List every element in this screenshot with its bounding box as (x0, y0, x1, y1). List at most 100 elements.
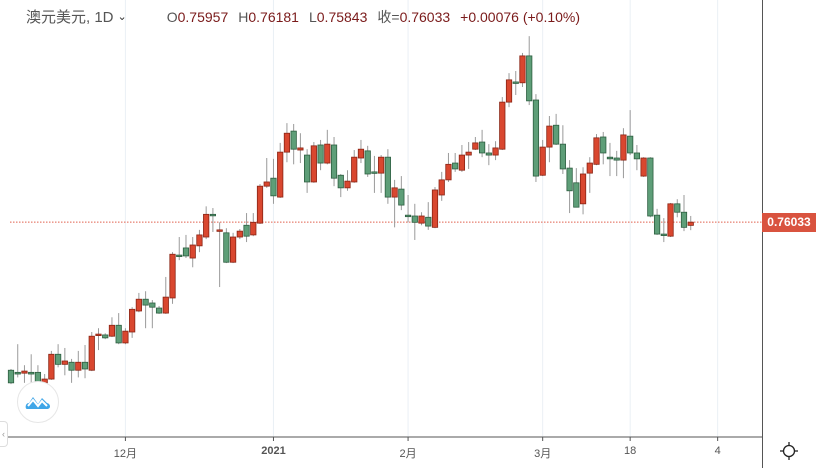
candle-up (189, 244, 196, 259)
ohlc-low: L0.75843 (308, 8, 368, 25)
candle-up (539, 146, 546, 176)
legend-header: 澳元美元, 1D ⌄ O0.75957 H0.76181 L0.75843 收=… (26, 6, 580, 27)
candle-up (135, 298, 142, 312)
candle-up (108, 324, 116, 337)
candle-down (55, 353, 62, 365)
x-tick-label: 2月 (399, 448, 417, 460)
candle-up (418, 215, 425, 224)
candle-up (431, 189, 439, 228)
candle-down (14, 371, 21, 375)
tradingview-logo-button[interactable] (17, 381, 59, 423)
candle-down (209, 213, 216, 217)
chevron-down-icon[interactable]: ⌄ (117, 11, 127, 23)
x-tick-label: 12月 (113, 448, 138, 460)
candle-up (129, 308, 136, 333)
x-tick-label: 3月 (534, 448, 552, 460)
candle-down (337, 174, 344, 189)
candle-up (667, 203, 674, 237)
candle-down (559, 143, 566, 170)
candle-up (88, 335, 95, 371)
candle-down (243, 224, 250, 237)
candle-up (492, 147, 499, 156)
candle-down (647, 157, 654, 217)
candle-down (398, 188, 405, 206)
candle-down (566, 167, 573, 192)
candle-up (391, 187, 398, 198)
candle-up (357, 148, 365, 159)
collapse-panel-button[interactable]: ‹ (0, 421, 8, 447)
x-tick-label: 2021 (261, 445, 286, 457)
candle-up (310, 145, 317, 183)
candle-down (653, 214, 661, 235)
candle-up (465, 151, 472, 156)
candle-up (277, 151, 284, 198)
candle-down (149, 302, 156, 308)
candle-up (122, 330, 129, 344)
candle-down (28, 371, 35, 375)
candle-down (270, 177, 277, 197)
candle-down (81, 361, 89, 370)
candle-up (620, 134, 627, 161)
candle-up (586, 162, 593, 174)
candle-down (364, 150, 371, 175)
candle-up (61, 360, 68, 365)
candle-down (384, 156, 391, 198)
settings-gear-icon[interactable] (779, 441, 799, 461)
candle-down (142, 298, 149, 306)
candle-down (404, 214, 412, 218)
candle-up (499, 101, 506, 150)
candle-up (297, 147, 304, 151)
candle-up (162, 296, 169, 314)
candle-down (317, 144, 324, 164)
candle-up (344, 180, 351, 189)
candle-up (640, 157, 647, 177)
candle-down (613, 157, 620, 161)
candle-down (674, 203, 681, 213)
candle-down (627, 135, 634, 154)
candle-up (505, 79, 513, 103)
x-tick-label: 4 (714, 445, 721, 457)
candle-up (438, 179, 445, 196)
candle-up (324, 143, 331, 164)
candle-down (176, 254, 183, 257)
candle-up (256, 185, 264, 224)
candle-up (48, 353, 55, 380)
ohlc-high: H0.76181 (238, 8, 299, 25)
candle-down (290, 130, 297, 150)
candle-down (102, 334, 109, 339)
candle-down (553, 124, 560, 145)
symbol-title[interactable]: 澳元美元, 1D (26, 9, 114, 26)
candle-up (687, 221, 694, 226)
candle-up (458, 154, 466, 171)
ohlc-open: O0.75957 (166, 8, 229, 25)
candle-down (526, 55, 533, 102)
candle-up (263, 181, 270, 187)
candle-down (411, 215, 418, 223)
candle-up (95, 333, 102, 336)
candle-down (573, 182, 580, 208)
candle-up (579, 173, 587, 205)
candle-down (7, 369, 15, 384)
last-price-tag: 0.76033 (762, 213, 816, 232)
candle-up (378, 156, 385, 174)
candle-up (283, 132, 291, 153)
candle-down (155, 307, 163, 314)
candle-down (330, 144, 338, 179)
candle-down (223, 232, 230, 263)
candle-down (182, 247, 190, 257)
candle-down (371, 171, 378, 174)
candle-up (351, 156, 358, 183)
candle-down (680, 211, 688, 228)
candle-down (425, 216, 432, 227)
candle-up (546, 125, 553, 148)
candle-down (485, 152, 492, 156)
ohlc-close: 收=0.76033 (377, 8, 451, 25)
candle-up (203, 213, 210, 238)
candle-up (519, 55, 526, 84)
price-change: +0.00076 (+0.10%) (460, 8, 581, 25)
x-tick-label: 18 (624, 445, 637, 457)
candle-up (250, 221, 257, 236)
candle-up (21, 370, 28, 374)
cloud-chart-icon (25, 397, 50, 409)
